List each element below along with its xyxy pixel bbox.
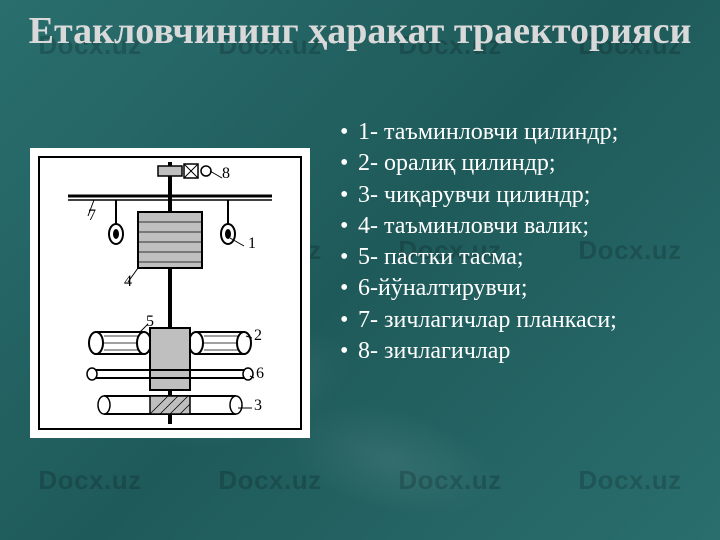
mechanical-diagram: 1 2 3 4 5 6 7 8 [30, 148, 310, 438]
diagram-label-6: 6 [256, 365, 264, 382]
legend-item: 5- пастки тасма; [336, 243, 700, 272]
diagram-label-4: 4 [124, 273, 132, 290]
diagram-label-2: 2 [254, 327, 262, 344]
figure-container: 1 2 3 4 5 6 7 8 [0, 118, 330, 538]
legend-item: 6-йўналтирувчи; [336, 274, 700, 303]
legend-list: 1- таъминловчи цилиндр;2- оралиқ цилиндр… [336, 118, 700, 366]
legend-item: 4- таъминловчи валик; [336, 212, 700, 241]
diagram-label-8: 8 [222, 165, 230, 182]
legend-item: 3- чиқарувчи цилиндр; [336, 181, 700, 210]
diagram-svg: 1 2 3 4 5 6 7 8 [38, 156, 302, 430]
legend-container: 1- таъминловчи цилиндр;2- оралиқ цилиндр… [330, 118, 720, 538]
content-area: 1 2 3 4 5 6 7 8 1- таъминловчи цилиндр;2- орали… [0, 118, 720, 538]
legend-item: 1- таъминловчи цилиндр; [336, 118, 700, 147]
legend-item: 2- оралиқ цилиндр; [336, 149, 700, 178]
slide: Docx.uzDocx.uzDocx.uzDocx.uzDocx.uzDocx.… [0, 0, 720, 540]
diagram-label-5: 5 [146, 313, 154, 330]
legend-item: 8- зичлагичлар [336, 337, 700, 366]
diagram-label-7: 7 [88, 207, 96, 224]
slide-title: Етакловчининг ҳаракат траекторияси [0, 10, 720, 54]
legend-item: 7- зичлагичлар планкаси; [336, 306, 700, 335]
diagram-label-3: 3 [254, 397, 262, 414]
diagram-label-1: 1 [248, 235, 256, 252]
